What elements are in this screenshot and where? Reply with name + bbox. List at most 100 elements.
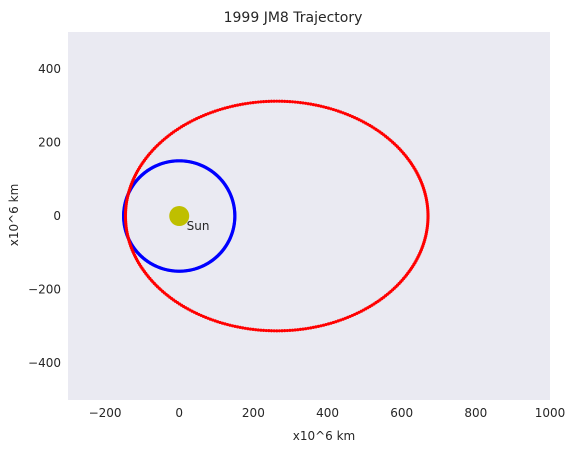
x-tick-label: 400	[316, 406, 339, 420]
orbit-series-layer	[122, 99, 430, 333]
orbit-point	[267, 99, 271, 103]
plot-background	[68, 32, 550, 400]
orbit-point	[288, 100, 292, 104]
orbit-point	[233, 104, 237, 108]
orbit-point	[316, 324, 321, 328]
orbit-point	[293, 328, 297, 332]
orbit-point	[248, 101, 253, 105]
y-tick-labels: −400 −200 0 200 400	[28, 62, 61, 370]
orbit-point	[269, 329, 274, 333]
orbit-point	[288, 328, 292, 332]
orbit-point	[272, 99, 276, 103]
orbit-point	[311, 102, 315, 107]
orbit-point	[426, 216, 430, 220]
y-tick-label: 200	[38, 135, 61, 149]
orbit-point	[216, 320, 220, 324]
orbit-point	[241, 102, 245, 106]
orbit-point	[331, 320, 336, 325]
orbit-point	[319, 104, 323, 108]
orbit-point	[251, 327, 255, 331]
orbit-point	[309, 326, 313, 330]
orbit-point	[296, 100, 300, 104]
orbit-series-1	[123, 99, 430, 333]
orbit-point	[230, 104, 235, 108]
orbit-point	[316, 104, 321, 108]
orbit-point	[259, 328, 263, 332]
orbit-point	[225, 105, 230, 110]
orbit-point	[241, 326, 245, 330]
x-tick-label: 200	[242, 406, 265, 420]
orbit-point	[218, 320, 222, 325]
orbit-point	[218, 107, 222, 112]
orbit-point	[220, 321, 225, 325]
orbit-point	[321, 105, 326, 109]
orbit-point	[261, 328, 266, 332]
orbit-point	[336, 109, 340, 113]
orbit-point	[272, 329, 276, 333]
orbit-point	[246, 327, 250, 331]
orbit-point	[243, 102, 247, 106]
orbit-point	[238, 102, 242, 107]
orbit-point	[280, 329, 284, 333]
orbit-point	[285, 99, 289, 104]
orbit-point	[304, 327, 308, 331]
orbit-point	[254, 100, 258, 104]
orbit-point	[277, 329, 281, 333]
orbit-point	[311, 325, 315, 330]
orbit-point	[267, 329, 271, 333]
orbit-point	[339, 110, 343, 114]
orbit-point	[324, 105, 328, 110]
orbit-point	[213, 109, 217, 113]
orbit-point	[326, 106, 331, 110]
chart-title: 1999 JM8 Trajectory	[224, 10, 363, 26]
x-tick-labels: −200 0 200 400 600 800 1000	[89, 406, 566, 420]
orbit-point	[290, 328, 295, 332]
orbit-point	[298, 101, 303, 105]
orbit-point	[220, 107, 225, 111]
orbit-point	[334, 320, 338, 324]
orbit-point	[246, 101, 250, 105]
orbit-point	[254, 328, 258, 332]
orbit-point	[213, 319, 217, 323]
x-axis-label: x10^6 km	[293, 429, 356, 443]
orbit-point	[304, 101, 308, 105]
orbit-point	[259, 100, 263, 104]
orbit-point	[233, 215, 237, 219]
sun-marker	[169, 206, 190, 226]
orbit-point	[238, 325, 242, 330]
orbit-point	[334, 108, 338, 112]
orbit-point	[321, 323, 326, 327]
orbit-point	[248, 327, 253, 331]
orbit-point	[309, 102, 313, 106]
orbit-point	[326, 322, 331, 326]
orbit-point	[280, 99, 284, 103]
orbit-point	[256, 100, 260, 104]
orbit-point	[233, 324, 237, 328]
x-tick-label: 1000	[535, 406, 566, 420]
y-tick-label: 400	[38, 62, 61, 76]
orbit-point	[275, 99, 279, 103]
orbit-point	[336, 319, 340, 323]
orbit-point	[228, 323, 232, 327]
y-tick-label: 0	[53, 209, 61, 223]
orbit-point	[277, 99, 281, 103]
orbit-point	[283, 329, 287, 333]
orbit-point	[298, 327, 303, 331]
x-tick-label: −200	[89, 406, 122, 420]
x-tick-label: 0	[175, 406, 183, 420]
orbit-point	[290, 100, 295, 104]
annotation-layer: Sun	[187, 219, 210, 233]
orbit-point	[329, 107, 333, 111]
orbit-point	[306, 326, 310, 330]
orbit-point	[269, 99, 274, 103]
orbit-point	[329, 321, 333, 325]
orbit-point	[216, 108, 220, 112]
orbit-point	[211, 318, 215, 322]
orbit-point	[301, 327, 305, 331]
orbit-point	[243, 326, 247, 330]
orbit-point	[314, 103, 318, 107]
y-axis-label: x10^6 km	[7, 184, 21, 247]
orbit-point	[228, 105, 232, 109]
orbit-point	[293, 100, 297, 104]
